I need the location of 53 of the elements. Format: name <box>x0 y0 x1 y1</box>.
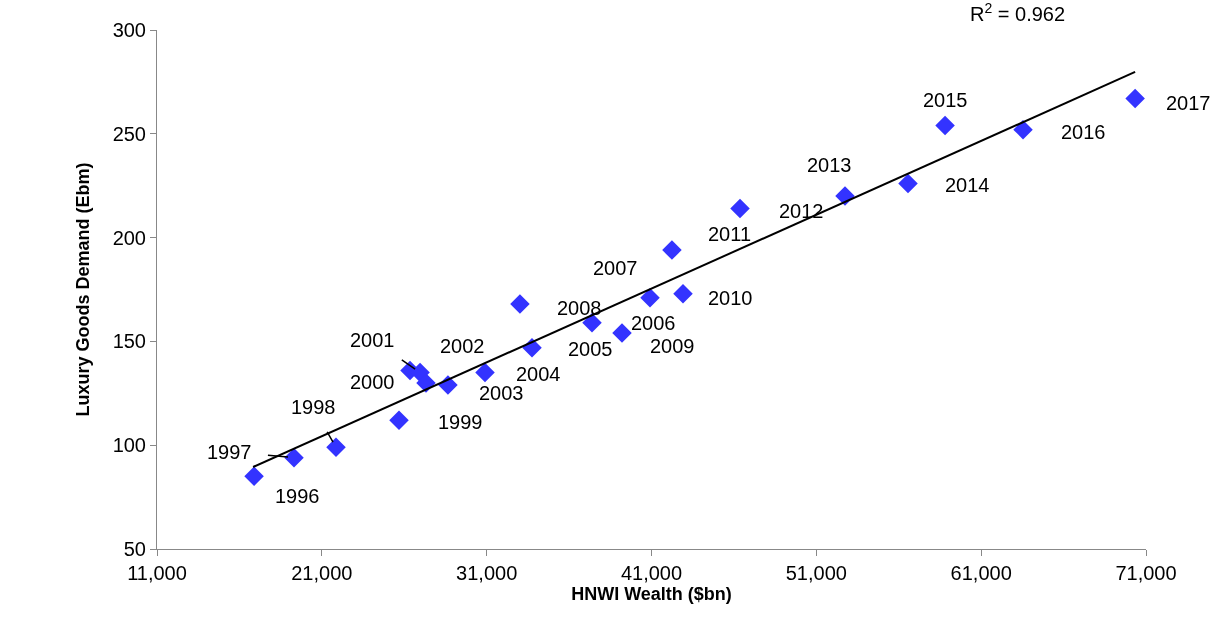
annotation: 2003 <box>479 382 524 404</box>
point <box>673 283 693 304</box>
annotation: 2001 <box>350 329 395 351</box>
x-tick-label: 71,000 <box>1115 562 1177 584</box>
y-tick-label: 300 <box>112 19 146 41</box>
annotation: 2016 <box>1061 121 1106 143</box>
annotation: 1996 <box>275 485 320 507</box>
annotation: 2015 <box>923 89 968 111</box>
point <box>389 410 409 431</box>
y-tick-label: 100 <box>112 434 146 457</box>
y-tick-label: 250 <box>112 122 146 145</box>
annotation: 1998 <box>291 396 336 418</box>
x-tick-label: 61,000 <box>950 562 1012 584</box>
x-tick-label: 21,000 <box>291 562 353 584</box>
x-tick-label: 11,000 <box>127 562 187 584</box>
point <box>510 294 530 314</box>
annotation: 2009 <box>650 335 695 357</box>
point <box>1013 119 1033 140</box>
annotation: 1997 <box>207 441 252 463</box>
annotation: 2014 <box>945 174 990 196</box>
annotation: 2000 <box>350 371 395 393</box>
point <box>244 466 264 487</box>
y-axis-title: Luxury Goods Demand (Ebm) <box>72 162 93 417</box>
point <box>612 323 632 343</box>
y-tick-label: 50 <box>123 538 146 560</box>
point <box>326 437 346 458</box>
annotation: 2007 <box>593 257 638 279</box>
annotation: 2006 <box>631 312 676 334</box>
point <box>475 362 495 383</box>
annotation: 2012 <box>779 200 824 222</box>
annotation: 2002 <box>440 335 485 357</box>
x-tick-label: 41,000 <box>620 562 683 584</box>
point <box>662 240 682 260</box>
point <box>730 198 750 219</box>
point <box>1125 88 1145 109</box>
x-axis-title: HNWI Wealth ($bn) <box>571 584 732 605</box>
annotation: 2005 <box>568 338 613 360</box>
point <box>640 288 660 308</box>
annotation: 1999 <box>438 411 483 433</box>
point <box>935 115 955 136</box>
y-tick-label: 150 <box>112 330 146 353</box>
point <box>284 447 304 468</box>
annotation: 2004 <box>516 363 561 385</box>
x-tick-label: 51,000 <box>785 562 847 584</box>
annotation: 2010 <box>708 287 753 309</box>
annotation: 2017 <box>1166 92 1211 114</box>
annotation: 2011 <box>708 223 752 245</box>
text: R$^{2}$ = 0.962 <box>970 0 1066 26</box>
annotation: 2008 <box>557 297 602 319</box>
annotation: 2013 <box>807 154 852 176</box>
x-tick-label: 31,000 <box>456 562 518 584</box>
point <box>898 173 918 194</box>
y-tick-label: 200 <box>112 226 146 249</box>
